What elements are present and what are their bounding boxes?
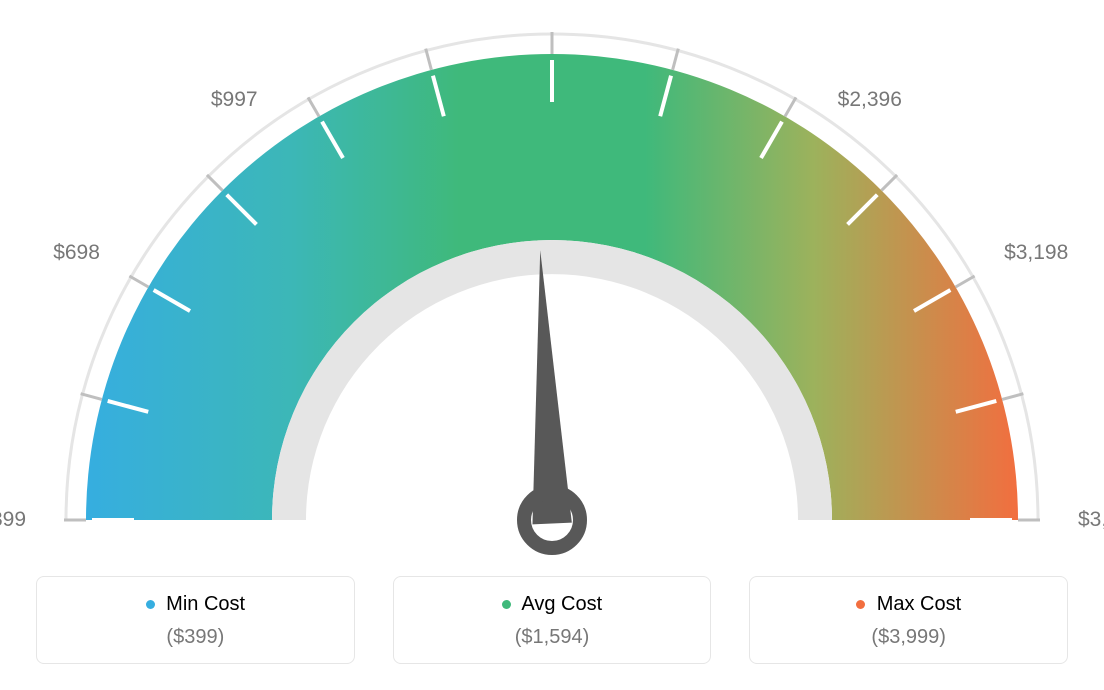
gauge-svg: $399$698$997$1,594$2,396$3,198$3,999 xyxy=(0,0,1104,570)
legend-title-min: Min Cost xyxy=(47,593,344,616)
legend-label: Avg Cost xyxy=(521,593,602,615)
dot-icon xyxy=(856,600,865,609)
legend-title-max: Max Cost xyxy=(760,593,1057,616)
legend-label: Min Cost xyxy=(166,593,245,615)
legend-title-avg: Avg Cost xyxy=(404,593,701,616)
dot-icon xyxy=(146,600,155,609)
tick-label: $997 xyxy=(211,88,258,111)
legend-value-min: ($399) xyxy=(47,626,344,649)
legend-label: Max Cost xyxy=(877,593,961,615)
gauge-chart: $399$698$997$1,594$2,396$3,198$3,999 xyxy=(0,0,1104,570)
gauge-needle xyxy=(532,250,571,524)
legend-value-max: ($3,999) xyxy=(760,626,1057,649)
tick-label: $399 xyxy=(0,508,26,531)
tick-label: $3,999 xyxy=(1078,508,1104,531)
legend-card-avg: Avg Cost ($1,594) xyxy=(393,576,712,664)
dot-icon xyxy=(502,600,511,609)
tick-label: $698 xyxy=(53,241,100,264)
tick-label: $3,198 xyxy=(1004,241,1068,264)
cost-gauge-container: $399$698$997$1,594$2,396$3,198$3,999 Min… xyxy=(0,0,1104,690)
legend-row: Min Cost ($399) Avg Cost ($1,594) Max Co… xyxy=(0,576,1104,664)
legend-card-min: Min Cost ($399) xyxy=(36,576,355,664)
legend-card-max: Max Cost ($3,999) xyxy=(749,576,1068,664)
tick-label: $2,396 xyxy=(838,88,902,111)
legend-value-avg: ($1,594) xyxy=(404,626,701,649)
